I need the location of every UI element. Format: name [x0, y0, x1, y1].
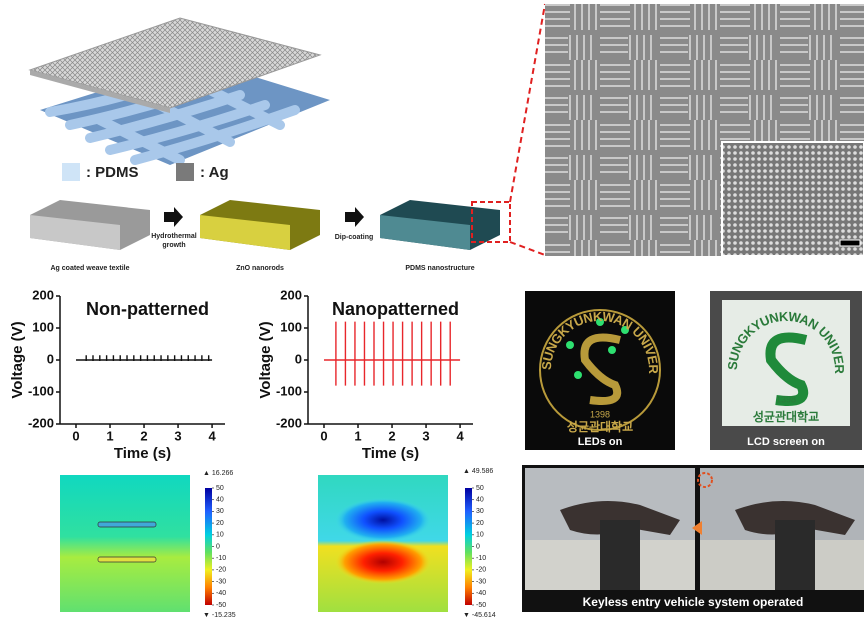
- x-tick-label: 1: [106, 428, 113, 443]
- x-axis-label: Time (s): [362, 445, 419, 462]
- logo: [765, 332, 809, 406]
- electrode: [97, 521, 157, 528]
- arrow: [345, 207, 364, 227]
- logo-year: 1398: [590, 409, 610, 419]
- colorbar-tick-label: 20: [216, 520, 224, 527]
- y-axis-label: Voltage (V): [257, 321, 274, 398]
- photo-keyless: [522, 465, 864, 612]
- x-tick-label: 2: [388, 428, 395, 443]
- colorbar-tick-label: 30: [476, 508, 484, 515]
- y-tick-label: 100: [32, 319, 54, 334]
- logo: [539, 309, 661, 431]
- colorbar-tick-label: -50: [216, 602, 226, 609]
- max-label: ▲ 16.266: [203, 470, 233, 477]
- colorbar-tick-label: -20: [216, 567, 226, 574]
- x-tick-label: 1: [354, 428, 361, 443]
- colorbar-tick-label: -40: [476, 590, 486, 597]
- colorbar: [205, 488, 212, 605]
- colorbar-tick-label: -50: [476, 602, 486, 609]
- legend-swatch: [176, 163, 194, 181]
- field-map: [60, 475, 190, 612]
- field-blob: [335, 498, 431, 542]
- min-label: ▼ -45.614: [463, 612, 496, 619]
- x-tick-label: 0: [320, 428, 327, 443]
- logo-korean: 성균관대학교: [753, 409, 819, 424]
- colorbar-tick-label: 0: [216, 543, 220, 550]
- x-tick-label: 4: [456, 428, 464, 443]
- colorbar-tick-label: 20: [476, 520, 484, 527]
- x-tick-label: 0: [72, 428, 79, 443]
- y-tick-label: 200: [280, 287, 302, 302]
- colorbar-tick-label: -10: [476, 555, 486, 562]
- zoom-line: [509, 3, 546, 203]
- x-tick-label: 3: [422, 428, 429, 443]
- signal-line: [323, 321, 461, 386]
- legend-swatch: [62, 163, 80, 181]
- colorbar-tick-label: 50: [216, 485, 224, 492]
- scale-bar: [839, 239, 861, 247]
- zoom-box: [471, 201, 511, 243]
- arrow: [164, 207, 183, 227]
- y-tick-label: 100: [280, 319, 302, 334]
- photo-caption: LEDs on: [578, 436, 623, 448]
- textile-illustration: [28, 17, 330, 165]
- logo-korean: 성균관대학교: [567, 419, 633, 434]
- stage-label: Ag coated weave textile: [51, 265, 130, 272]
- photo-caption: LCD screen on: [747, 436, 825, 448]
- x-tick-label: 2: [140, 428, 147, 443]
- logo: [580, 333, 622, 405]
- y-tick-label: -100: [276, 383, 302, 398]
- colorbar-tick-label: -30: [216, 578, 226, 585]
- y-axis-label: Voltage (V): [9, 321, 26, 398]
- rod-bundle: [30, 200, 500, 250]
- colorbar-tick-label: 0: [476, 543, 480, 550]
- colorbar-tick-label: -20: [476, 567, 486, 574]
- y-tick-label: -200: [276, 415, 302, 430]
- colorbar-tick-label: -30: [476, 578, 486, 585]
- x-axis-label: Time (s): [114, 445, 171, 462]
- colorbar-tick-label: 10: [216, 532, 224, 539]
- max-label: ▲ 49.586: [463, 468, 493, 475]
- chart-title: Nanopatterned: [332, 299, 459, 319]
- chart-title: Non-patterned: [86, 299, 209, 319]
- arrow-label: Dip-coating: [335, 234, 374, 241]
- colorbar-tick-label: 50: [476, 485, 484, 492]
- y-tick-label: 0: [47, 351, 54, 366]
- sem-inset: [721, 141, 864, 257]
- colorbar-tick-label: -10: [216, 555, 226, 562]
- y-tick-label: -200: [28, 415, 54, 430]
- x-tick-label: 4: [208, 428, 216, 443]
- arrow-label: Hydrothermal: [151, 233, 197, 240]
- colorbar-tick-label: 10: [476, 532, 484, 539]
- min-label: ▼ -15.235: [203, 612, 236, 619]
- colorbar-tick-label: 40: [476, 497, 484, 504]
- x-tick-label: 3: [174, 428, 181, 443]
- logo-year: 1398: [776, 394, 796, 404]
- colorbar-tick-label: 40: [216, 497, 224, 504]
- colorbar-tick-label: -40: [216, 590, 226, 597]
- legend-label: : PDMS: [86, 164, 139, 181]
- led: [566, 318, 629, 379]
- stage-label: ZnO nanorods: [236, 265, 284, 272]
- signal-line: [75, 355, 213, 361]
- colorbar-tick-label: 30: [216, 508, 224, 515]
- electrode: [97, 556, 157, 563]
- zoom-line: [509, 241, 546, 256]
- field-blob: [335, 540, 431, 584]
- y-tick-label: -100: [28, 383, 54, 398]
- photo-caption: Keyless entry vehicle system operated: [583, 595, 804, 609]
- photo-leds: [525, 291, 675, 450]
- arrow-label: growth: [162, 242, 185, 249]
- colorbar: [465, 488, 472, 605]
- y-tick-label: 200: [32, 287, 54, 302]
- legend-label: : Ag: [200, 164, 229, 181]
- y-tick-label: 0: [295, 351, 302, 366]
- stage-label: PDMS nanostructure: [405, 265, 474, 272]
